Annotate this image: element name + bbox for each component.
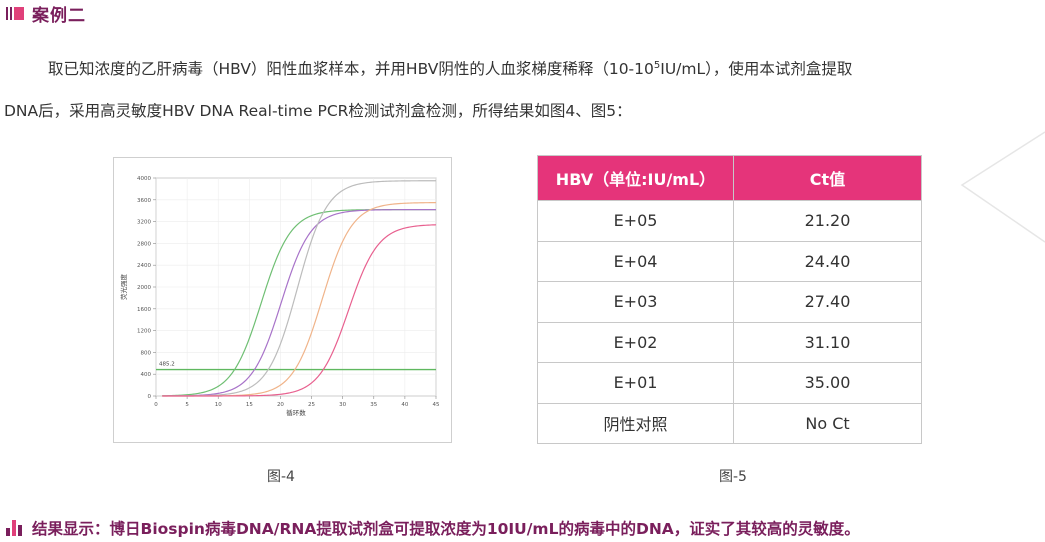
y-tick-label: 2400 <box>137 263 151 269</box>
table-cell-hbv: E+03 <box>537 281 734 323</box>
table-cell-ct: 24.40 <box>733 240 922 282</box>
y-tick-label: 2000 <box>137 285 151 291</box>
table-cell-ct: 35.00 <box>733 362 922 404</box>
paragraph-line-1-b: IU/mL），使用本试剂盒提取 <box>660 60 853 78</box>
y-tick-label: 0 <box>148 394 152 400</box>
table-row: E+05 21.20 <box>537 200 922 242</box>
table-cell-hbv: E+02 <box>537 321 734 363</box>
ct-table-header-row: HBV（单位:IU/mL） Ct值 <box>537 155 922 201</box>
x-tick-label: 5 <box>185 402 189 408</box>
table-row: E+04 24.40 <box>537 240 922 282</box>
table-cell-hbv: E+01 <box>537 362 734 404</box>
table-cell-ct: 27.40 <box>733 281 922 323</box>
table-cell-ct: 21.20 <box>733 200 922 242</box>
section-header: 案例二 <box>6 2 86 26</box>
x-tick-label: 25 <box>308 402 315 408</box>
bar-chart-icon <box>6 520 22 536</box>
table-cell-ct: No Ct <box>733 402 922 444</box>
x-tick-label: 45 <box>433 402 440 408</box>
paragraph-superscript: 5 <box>653 60 661 71</box>
y-axis-label: 荧光强度 <box>119 274 128 301</box>
table-row: E+03 27.40 <box>537 281 922 323</box>
table-cell-hbv: E+04 <box>537 240 734 282</box>
x-tick-label: 40 <box>401 402 408 408</box>
y-tick-label: 400 <box>141 372 152 378</box>
amplification-chart-frame: 0 400 800 1200 1600 2000 2400 2800 3200 3600 4000 0… <box>113 157 452 443</box>
x-axis-label: 循环数 <box>286 408 306 417</box>
y-tick-label: 1200 <box>137 329 151 335</box>
header-bars-icon <box>6 6 24 20</box>
series-line-2 <box>162 209 436 397</box>
section-title: 案例二 <box>32 5 86 26</box>
table-cell-ct: 31.10 <box>733 321 922 363</box>
table-cell-hbv: E+05 <box>537 200 734 242</box>
ct-table: HBV（单位:IU/mL） Ct值 E+05 21.20 E+04 24.40 E+… <box>537 155 922 444</box>
ct-table-header-hbv: HBV（单位:IU/mL） <box>537 155 734 201</box>
figure4-caption: 图-4 <box>267 469 295 485</box>
x-tick-label: 15 <box>246 402 253 408</box>
x-tick-label: 35 <box>370 402 377 408</box>
figure5-caption: 图-5 <box>719 469 747 485</box>
ct-table-header-ct: Ct值 <box>733 155 922 201</box>
result-text: 结果显示：博日Biospin病毒DNA/RNA提取试剂盒可提取浓度为10IU/m… <box>32 520 860 538</box>
y-tick-label: 3600 <box>137 198 151 204</box>
paragraph-line-1: 取已知浓度的乙肝病毒（HBV）阳性血浆样本，并用HBV阴性的人血浆梯度稀释（10… <box>4 48 1040 90</box>
decorative-chevron-shape <box>960 131 1045 243</box>
y-tick-label: 2800 <box>137 241 151 247</box>
table-cell-hbv: 阴性对照 <box>537 402 734 444</box>
threshold-label: 485.2 <box>159 362 175 368</box>
paragraph-line-2: DNA后，采用高灵敏度HBV DNA Real-time PCR检测试剂盒检测，… <box>4 102 632 120</box>
y-tick-label: 4000 <box>137 176 151 182</box>
y-tick-label: 800 <box>141 350 152 356</box>
x-tick-label: 20 <box>277 402 284 408</box>
y-tick-label: 1600 <box>137 307 151 313</box>
result-line: 结果显示：博日Biospin病毒DNA/RNA提取试剂盒可提取浓度为10IU/m… <box>6 517 860 539</box>
x-tick-label: 10 <box>215 402 222 408</box>
paragraph-line-1-a: 取已知浓度的乙肝病毒（HBV）阳性血浆样本，并用HBV阴性的人血浆梯度稀释（10… <box>48 60 654 78</box>
table-row: E+01 35.00 <box>537 362 922 404</box>
x-tick-label: 30 <box>339 402 346 408</box>
table-row: E+02 31.10 <box>537 321 922 363</box>
table-row: 阴性对照 No Ct <box>537 402 922 444</box>
amplification-chart: 0 400 800 1200 1600 2000 2400 2800 3200 3600 4000 0… <box>119 176 440 417</box>
series-line-5 <box>162 224 437 397</box>
y-tick-label: 3200 <box>137 220 151 226</box>
intro-paragraph: 取已知浓度的乙肝病毒（HBV）阳性血浆样本，并用HBV阴性的人血浆梯度稀释（10… <box>4 48 1040 132</box>
x-tick-label: 0 <box>154 402 158 408</box>
